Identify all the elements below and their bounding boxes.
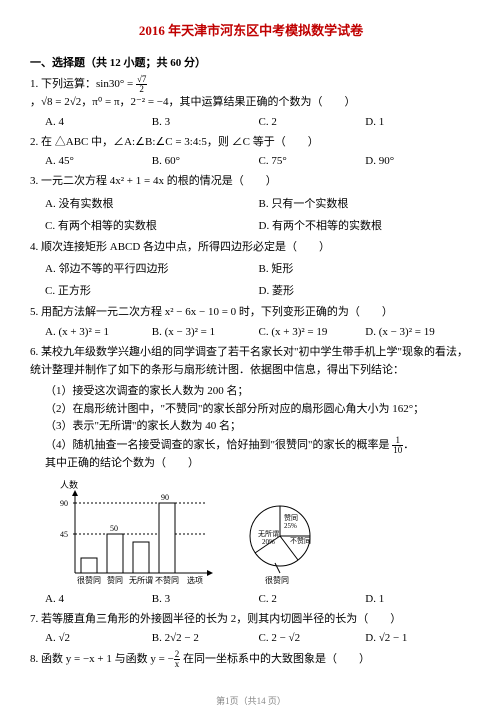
svg-text:很赞同: 很赞同 [77, 575, 101, 585]
q1-options: A. 4 B. 3 C. 2 D. 1 [45, 116, 472, 128]
q6-sub4-b: ． [403, 439, 414, 451]
q3-options-2: C. 有两个相等的实数根 D. 有两个不相等的实数根 [45, 217, 472, 233]
q2-opt-a: A. 45° [45, 155, 152, 167]
svg-text:赞同: 赞同 [284, 513, 298, 522]
svg-text:无所谓: 无所谓 [129, 575, 153, 585]
q1-opt-b: B. 3 [152, 116, 259, 128]
svg-text:90: 90 [60, 499, 68, 508]
q6-sub3: （3）表示"无所谓"的家长人数为 40 名； [45, 418, 472, 436]
q4-opt-d: D. 菱形 [259, 282, 473, 298]
svg-text:90: 90 [161, 493, 169, 502]
bar-chart: 人数 90 45 50 90 很赞同 赞同 无所谓 不赞同 选项 [55, 478, 215, 588]
q1-text-a: 1. 下列运算：sin30° = [30, 78, 136, 90]
q5-opt-c: C. (x + 3)² = 19 [259, 326, 366, 338]
q5-options: A. (x + 3)² = 1 B. (x − 3)² = 1 C. (x + … [45, 326, 472, 338]
q6-options: A. 4 B. 3 C. 2 D. 1 [45, 593, 472, 605]
pie-chart: 赞同 25% 不赞同 无所谓 20% 很赞同 [240, 498, 320, 588]
q4-opt-b: B. 矩形 [259, 260, 473, 276]
q8-text-a: 8. 函数 y = −x + 1 与函数 y = − [30, 653, 174, 665]
svg-text:不赞同: 不赞同 [290, 536, 311, 545]
svg-text:赞同: 赞同 [107, 575, 123, 585]
q3-opt-c: C. 有两个相等的实数根 [45, 217, 259, 233]
bar-ylabel: 人数 [60, 479, 78, 490]
svg-text:50: 50 [110, 524, 118, 533]
q3-opt-b: B. 只有一个实数根 [259, 195, 473, 211]
q6-sub4: （4）随机抽查一名接受调查的家长，恰好抽到"很赞同"的家长的概率是 110． [45, 436, 472, 455]
q1-opt-c: C. 2 [259, 116, 366, 128]
q4-opt-c: C. 正方形 [45, 282, 259, 298]
svg-text:45: 45 [60, 530, 68, 539]
q2-opt-b: B. 60° [152, 155, 259, 167]
q3-options-1: A. 没有实数根 B. 只有一个实数根 [45, 195, 472, 211]
q1-opt-a: A. 4 [45, 116, 152, 128]
q5-opt-a: A. (x + 3)² = 1 [45, 326, 152, 338]
svg-text:25%: 25% [284, 522, 297, 530]
question-2: 2. 在 △ABC 中，∠A:∠B:∠C = 3:4:5，则 ∠C 等于（ ） [30, 134, 472, 152]
question-1: 1. 下列运算：sin30° = √72 ，√8 = 2√2，π⁰ = π，2⁻²… [30, 75, 472, 112]
q6-sub4-a: （4）随机抽查一名接受调查的家长，恰好抽到"很赞同"的家长的概率是 [45, 439, 392, 451]
q6-conclusion: 其中正确的结论个数为（ ） [45, 455, 472, 473]
page-title: 2016 年天津市河东区中考模拟数学试卷 [30, 20, 472, 39]
section-header: 一、选择题（共 12 小题；共 60 分） [30, 54, 472, 70]
page-footer: 第1页（共14 页） [30, 694, 472, 707]
q6-opt-c: C. 2 [259, 593, 366, 605]
q7-opt-b: B. 2√2 − 2 [152, 632, 259, 644]
q1-text-b: ，√8 = 2√2，π⁰ = π，2⁻² = −4，其中运算结果正确的个数为（ … [30, 96, 356, 108]
question-7: 7. 若等腰直角三角形的外接圆半径的长为 2，则其内切圆半径的长为（ ） [30, 611, 472, 629]
svg-text:很赞同: 很赞同 [265, 575, 289, 585]
svg-text:不赞同: 不赞同 [155, 575, 179, 585]
q4-options-2: C. 正方形 D. 菱形 [45, 282, 472, 298]
question-5: 5. 用配方法解一元二次方程 x² − 6x − 10 = 0 时，下列变形正确… [30, 304, 472, 322]
q6-sub2: （2）在扇形统计图中，"不赞同"的家长部分所对应的扇形圆心角大小为 162°； [45, 401, 472, 419]
q1-opt-d: D. 1 [365, 116, 472, 128]
q4-opt-a: A. 邻边不等的平行四边形 [45, 260, 259, 276]
svg-text:无所谓: 无所谓 [258, 529, 279, 538]
q6-frac: 110 [392, 436, 403, 455]
q5-opt-d: D. (x − 3)² = 19 [365, 326, 472, 338]
q4-options-1: A. 邻边不等的平行四边形 B. 矩形 [45, 260, 472, 276]
q7-opt-c: C. 2 − √2 [259, 632, 366, 644]
q6-opt-d: D. 1 [365, 593, 472, 605]
q3-opt-d: D. 有两个不相等的实数根 [259, 217, 473, 233]
q1-frac: √72 [136, 75, 147, 94]
q6-opt-a: A. 4 [45, 593, 152, 605]
q7-options: A. √2 B. 2√2 − 2 C. 2 − √2 D. √2 − 1 [45, 632, 472, 644]
q6-sub1: （1）接受这次调查的家长人数为 200 名； [45, 383, 472, 401]
q8-text-b: 在同一坐标系中的大致图象是（ ） [180, 653, 370, 665]
q2-opt-d: D. 90° [365, 155, 472, 167]
q2-options: A. 45° B. 60° C. 75° D. 90° [45, 155, 472, 167]
q7-opt-d: D. √2 − 1 [365, 632, 472, 644]
q6-figures: 人数 90 45 50 90 很赞同 赞同 无所谓 不赞同 选项 赞同 25% … [55, 478, 472, 588]
question-8: 8. 函数 y = −x + 1 与函数 y = −2x 在同一坐标系中的大致图… [30, 650, 472, 669]
question-4: 4. 顺次连接矩形 ABCD 各边中点，所得四边形必定是（ ） [30, 239, 472, 257]
question-3: 3. 一元二次方程 4x² + 1 = 4x 的根的情况是（ ） [30, 173, 472, 191]
q2-opt-c: C. 75° [259, 155, 366, 167]
q3-opt-a: A. 没有实数根 [45, 195, 259, 211]
q6-opt-b: B. 3 [152, 593, 259, 605]
q5-opt-b: B. (x − 3)² = 1 [152, 326, 259, 338]
question-6: 6. 某校九年级数学兴趣小组的同学调查了若干名家长对"初中学生带手机上学"现象的… [30, 344, 472, 379]
q7-opt-a: A. √2 [45, 632, 152, 644]
svg-text:选项: 选项 [187, 575, 203, 585]
svg-text:20%: 20% [262, 538, 275, 546]
